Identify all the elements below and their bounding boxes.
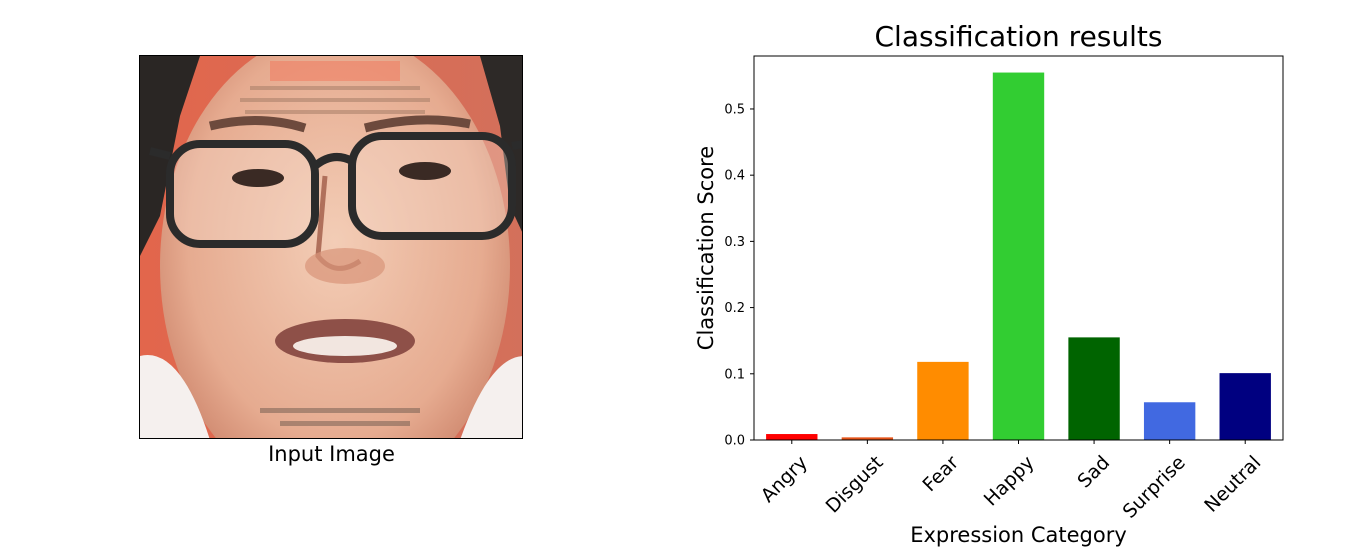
chart-title: Classification results [875, 20, 1163, 53]
plot-frame [753, 55, 1284, 441]
y-tick-label: 0.2 [724, 301, 745, 316]
y-tick-label: 0.4 [724, 169, 745, 184]
bar-angry [766, 434, 818, 440]
x-tick-label: Happy [980, 452, 1039, 511]
x-tick-label: Disgust [822, 452, 888, 518]
input-face-image [139, 55, 523, 439]
bars-group [766, 72, 1271, 440]
x-tick-label: Neutral [1200, 452, 1265, 517]
bar-neutral [1219, 373, 1271, 440]
x-tick-label: Surprise [1119, 452, 1190, 523]
x-axis-label: Expression Category [910, 523, 1127, 547]
bar-sad [1068, 337, 1120, 440]
y-tick-label: 0.1 [724, 367, 745, 382]
y-tick-label: 0.5 [724, 102, 745, 117]
bar-disgust [841, 437, 894, 440]
y-axis-label: Classification Score [694, 146, 718, 350]
y-tick-label: 0.0 [724, 434, 745, 449]
bar-surprise [1143, 402, 1196, 440]
bar-fear [917, 361, 969, 440]
input-image-caption: Input Image [268, 442, 395, 466]
x-tick-label: Sad [1073, 452, 1114, 493]
x-tick-label: Angry [757, 452, 812, 507]
bar-happy [992, 72, 1045, 440]
x-tick-label: Fear [918, 451, 963, 496]
y-tick-label: 0.3 [724, 235, 745, 250]
x-ticks-group: Angry Disgust Fear Happy Sad Surprise Neutral [757, 440, 1265, 523]
y-ticks-group: 0.0 0.1 0.2 0.3 0.4 0.5 [724, 102, 754, 449]
